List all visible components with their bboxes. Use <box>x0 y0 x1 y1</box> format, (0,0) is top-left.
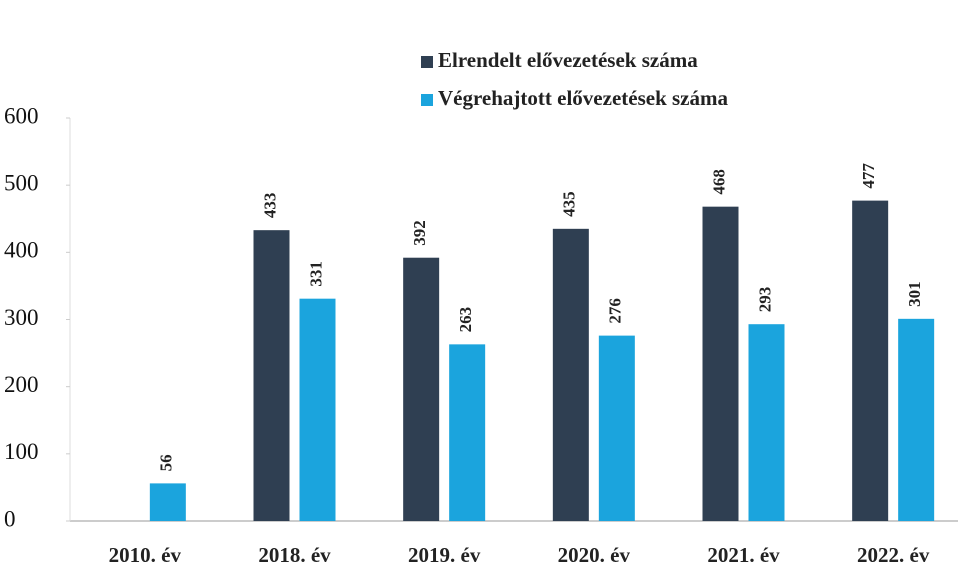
x-tick-label: 2018. év <box>258 543 331 567</box>
x-tick-label: 2022. év <box>857 543 930 567</box>
bar <box>748 324 785 521</box>
bar <box>898 318 935 521</box>
legend-label: Végrehajtott elővezetések száma <box>438 86 728 110</box>
y-tick-label: 200 <box>4 372 39 397</box>
x-tick-label: 2021. év <box>707 543 780 567</box>
y-tick-label: 0 <box>4 506 16 531</box>
value-label: 468 <box>709 169 728 195</box>
bar <box>552 228 589 521</box>
y-tick-label: 500 <box>4 170 39 195</box>
x-tick-label: 2019. év <box>408 543 481 567</box>
value-label: 435 <box>560 191 579 217</box>
y-tick-label: 400 <box>4 238 39 263</box>
legend-label: Elrendelt elővezetések száma <box>438 48 698 72</box>
value-label: 477 <box>859 163 878 189</box>
value-label: 331 <box>306 261 325 287</box>
value-label: 293 <box>755 287 774 313</box>
y-tick-label: 600 <box>4 103 39 128</box>
legend-swatch <box>421 56 433 68</box>
bar <box>449 344 486 521</box>
bar <box>149 483 186 521</box>
y-tick-label: 300 <box>4 305 39 330</box>
bar <box>702 206 739 521</box>
x-tick-label: 2020. év <box>558 543 631 567</box>
bar <box>253 230 290 521</box>
value-label: 301 <box>905 281 924 307</box>
value-label: 433 <box>260 193 279 219</box>
bar <box>299 298 336 521</box>
bar <box>598 335 635 521</box>
legend-swatch <box>421 94 433 106</box>
value-label: 263 <box>456 307 475 333</box>
bar <box>852 200 889 522</box>
x-tick-label: 2010. év <box>109 543 182 567</box>
value-label: 56 <box>157 454 176 471</box>
y-tick-label: 100 <box>4 439 39 464</box>
value-label: 392 <box>410 220 429 246</box>
bar <box>403 257 440 521</box>
value-label: 276 <box>606 298 625 324</box>
